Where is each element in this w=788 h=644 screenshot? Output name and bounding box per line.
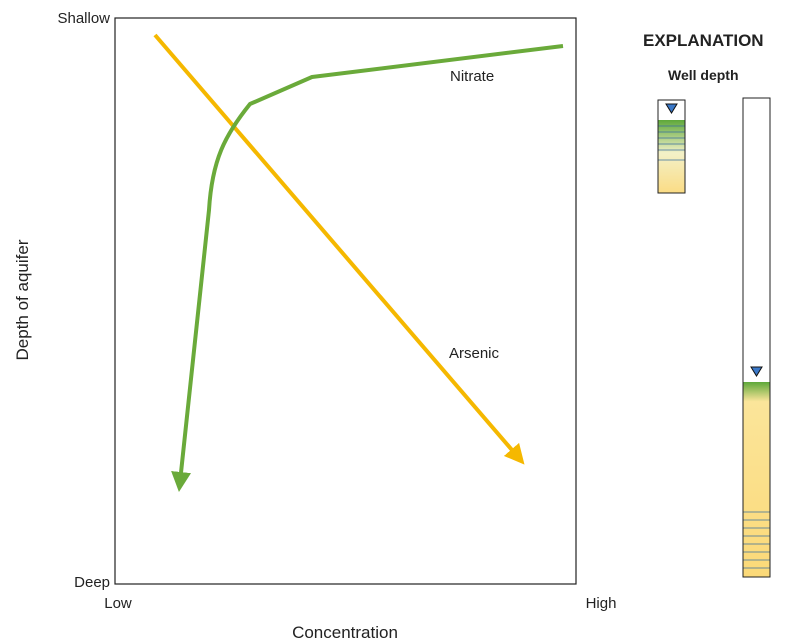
x-axis-title: Concentration (292, 623, 398, 642)
y-top-label: Shallow (57, 10, 110, 27)
explanation-title: EXPLANATION (643, 31, 764, 50)
y-axis-title: Depth of aquifer (13, 239, 32, 360)
page: Shallow Deep Low High Concentration Dept… (0, 0, 788, 644)
curve-label: Arsenic (449, 345, 500, 362)
x-left-label: Low (104, 595, 132, 612)
y-bottom-label: Deep (74, 574, 110, 591)
nitrate-curve (180, 46, 563, 482)
x-right-label: High (586, 595, 617, 612)
plot-frame (115, 18, 576, 584)
arsenic-curve (155, 35, 518, 457)
diagram: Shallow Deep Low High Concentration Dept… (0, 0, 788, 644)
deep-well (743, 98, 770, 577)
curve-label: Nitrate (450, 68, 494, 85)
shallow-well (658, 100, 685, 193)
explanation-subtitle: Well depth (668, 67, 739, 83)
